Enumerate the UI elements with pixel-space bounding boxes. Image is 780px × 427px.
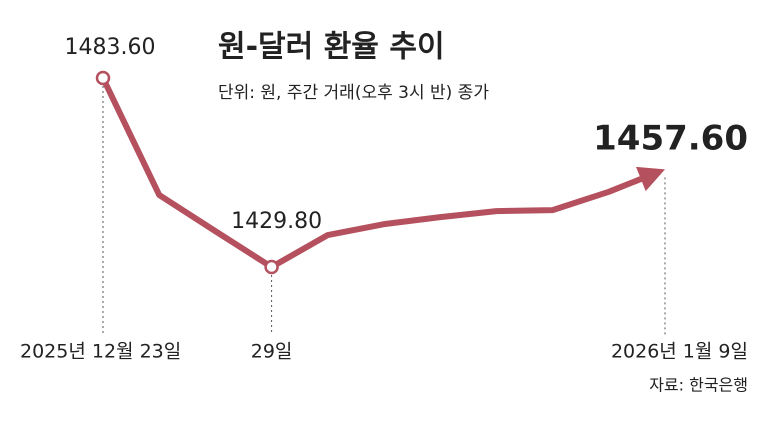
- point-marker: [95, 70, 111, 86]
- x-tick-label: 2026년 1월 9일: [611, 341, 748, 363]
- chart-subtitle: 단위: 원, 주간 거래(오후 3시 반) 종가: [218, 83, 489, 103]
- line: [100, 76, 654, 270]
- arrow-head: [636, 166, 665, 192]
- x-tick-label: 29일: [251, 341, 293, 363]
- value-label: 1483.60: [65, 35, 156, 60]
- point-marker: [264, 259, 279, 275]
- chart-title: 원-달러 환율 추이: [218, 30, 445, 65]
- value-label: 1457.60: [593, 119, 748, 159]
- source: 자료: 한국은행: [649, 376, 748, 395]
- value-label: 1429.80: [231, 209, 322, 234]
- x-tick-label: 2025년 12월 23일: [20, 341, 181, 363]
